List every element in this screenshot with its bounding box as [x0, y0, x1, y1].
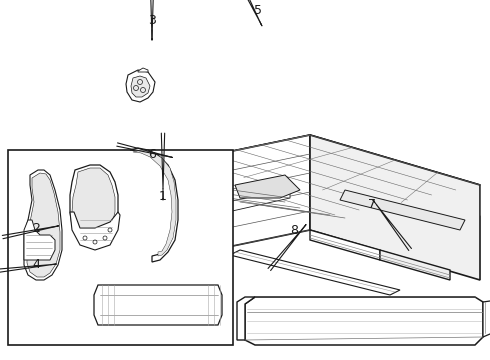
Polygon shape	[230, 250, 400, 295]
Text: 8: 8	[290, 224, 298, 237]
Bar	[8, 150, 233, 345]
Text: 6: 6	[148, 148, 156, 162]
Polygon shape	[237, 297, 255, 340]
Polygon shape	[126, 70, 155, 102]
Polygon shape	[94, 285, 222, 325]
Text: 4: 4	[32, 258, 40, 271]
Polygon shape	[165, 135, 480, 215]
Polygon shape	[245, 297, 483, 345]
Polygon shape	[70, 212, 120, 250]
Polygon shape	[340, 190, 465, 230]
Polygon shape	[483, 300, 490, 337]
Text: 1: 1	[159, 190, 167, 203]
Text: 3: 3	[148, 13, 156, 27]
Polygon shape	[165, 135, 310, 260]
Polygon shape	[27, 173, 60, 277]
Polygon shape	[70, 165, 118, 245]
Text: 2: 2	[32, 221, 40, 234]
Text: 7: 7	[368, 198, 376, 211]
Polygon shape	[310, 135, 480, 280]
Polygon shape	[133, 150, 176, 256]
Polygon shape	[72, 168, 115, 242]
Polygon shape	[170, 188, 290, 225]
Polygon shape	[130, 148, 178, 262]
Text: 5: 5	[254, 4, 262, 17]
Polygon shape	[24, 170, 62, 280]
Polygon shape	[310, 230, 380, 260]
Polygon shape	[24, 220, 55, 260]
Polygon shape	[235, 175, 300, 198]
Polygon shape	[131, 76, 150, 97]
Polygon shape	[138, 68, 148, 72]
Polygon shape	[165, 155, 230, 180]
Polygon shape	[380, 250, 450, 280]
